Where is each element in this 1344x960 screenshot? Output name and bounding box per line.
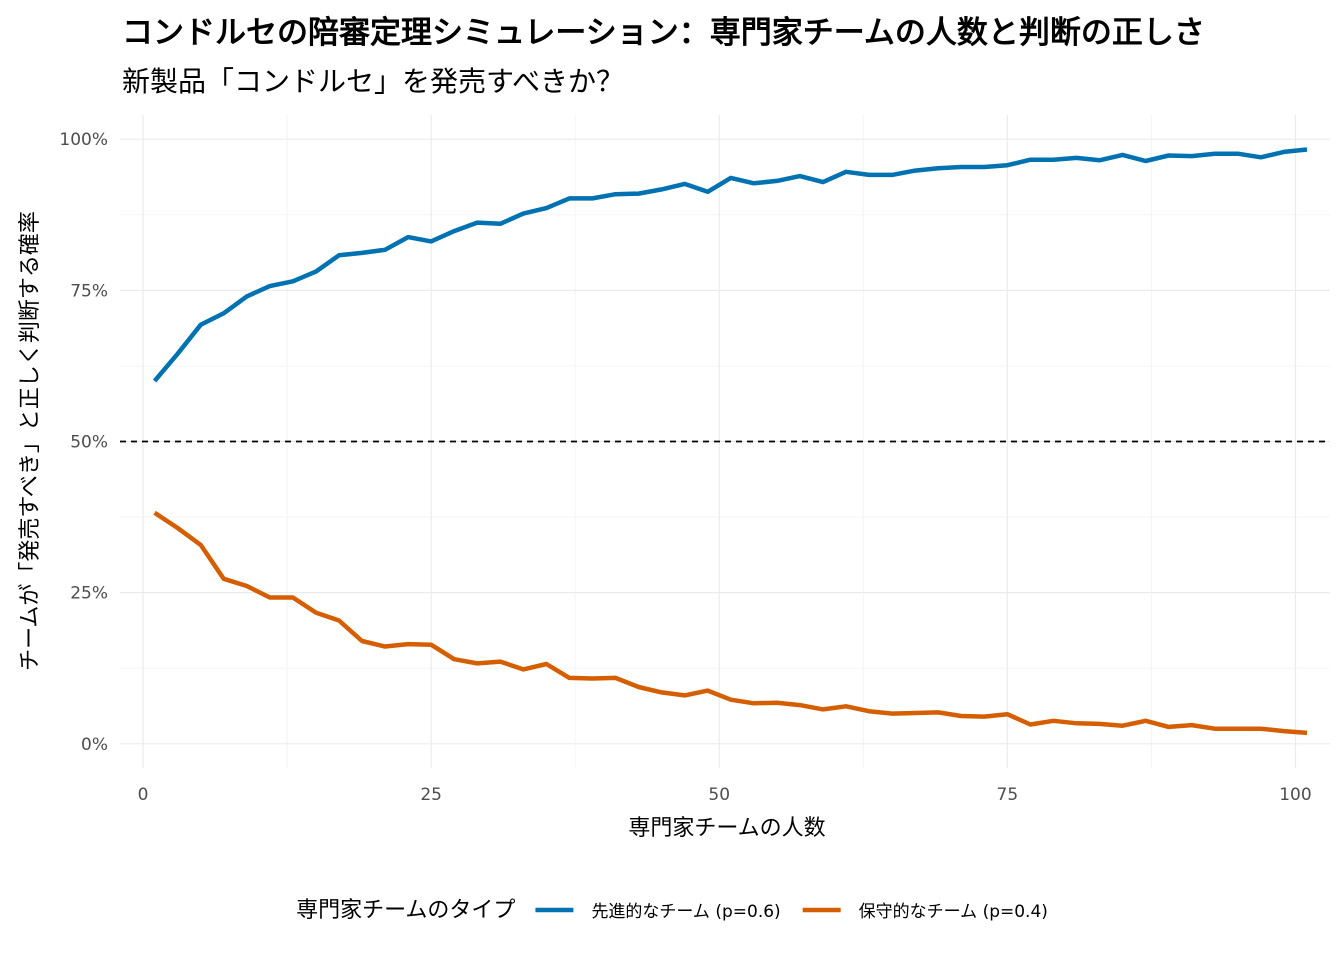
y-tick-label: 100% bbox=[59, 130, 108, 150]
legend-label: 先進的なチーム (p=0.6) bbox=[591, 902, 780, 922]
series-group bbox=[152, 147, 1308, 736]
y-axis-title: チームが「発売すべき」と正しく判断する確率 bbox=[18, 211, 43, 671]
legend-title: 専門家チームのタイプ bbox=[296, 898, 515, 923]
series-line-advanced-team bbox=[152, 147, 1308, 383]
y-tick-label: 25% bbox=[70, 584, 108, 604]
y-axis-ticks: 0% 25% 50% 75% 100% bbox=[59, 130, 108, 755]
x-tick-label: 0 bbox=[138, 785, 149, 805]
y-tick-label: 75% bbox=[70, 281, 108, 301]
x-tick-label: 100 bbox=[1279, 785, 1311, 805]
legend-label: 保守的なチーム (p=0.4) bbox=[859, 902, 1048, 922]
x-axis-ticks: 0 25 50 75 100 bbox=[138, 785, 1312, 805]
x-axis-title: 専門家チームの人数 bbox=[628, 816, 825, 841]
x-tick-label: 50 bbox=[708, 785, 730, 805]
y-tick-label: 50% bbox=[70, 433, 108, 453]
chart-title: コンドルセの陪審定理シミュレーション：専門家チームの人数と判断の正しさ bbox=[122, 15, 1205, 51]
chart-subtitle: 新製品「コンドルセ」を発売すべきか？ bbox=[122, 65, 624, 98]
x-tick-label: 25 bbox=[420, 785, 442, 805]
y-tick-label: 0% bbox=[81, 735, 108, 755]
grid bbox=[120, 115, 1330, 768]
legend: 専門家チームのタイプ 先進的なチーム (p=0.6) 保守的なチーム (p=0.4… bbox=[296, 898, 1048, 923]
series-line-conservative-team bbox=[153, 510, 1308, 736]
x-tick-label: 75 bbox=[997, 785, 1019, 805]
